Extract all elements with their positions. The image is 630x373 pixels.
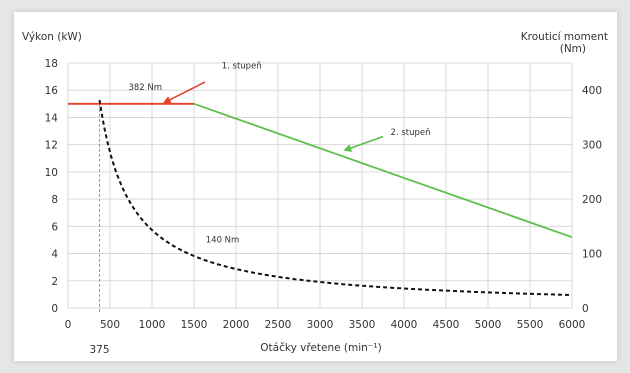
y-left-tick-label: 16 <box>45 85 59 97</box>
y-right-tick-label: 400 <box>582 85 602 97</box>
marker-label: 375 <box>89 344 109 356</box>
y-right-tick-label: 0 <box>582 303 589 315</box>
x-tick-label: 3500 <box>349 319 376 331</box>
y-right-tick-label: 100 <box>582 249 602 261</box>
annotation-label: 1. stupeň <box>222 60 262 71</box>
y-left-tick-label: 0 <box>51 303 58 315</box>
y-right-tick-label: 300 <box>582 140 602 152</box>
y-left-tick-label: 18 <box>45 58 58 70</box>
y-left-tick-label: 10 <box>45 167 58 179</box>
x-tick-label: 6000 <box>559 319 586 331</box>
y-left-tick-label: 4 <box>51 249 58 261</box>
annotation-label: 2. stupeň <box>391 127 431 138</box>
x-tick-label: 500 <box>100 319 120 331</box>
annotation-label: 140 Nm <box>206 236 240 246</box>
y-axis-left-label: Výkon (kW) <box>22 31 82 43</box>
x-tick-label: 4000 <box>391 319 418 331</box>
y-left-tick-label: 2 <box>51 276 58 288</box>
x-tick-label: 5500 <box>517 319 544 331</box>
y-axis-right-label-line1: Krouticí moment <box>521 31 608 43</box>
series-line-1 <box>193 102 573 239</box>
x-tick-label: 2500 <box>265 319 292 331</box>
grid <box>67 62 573 309</box>
chart-frame: 0 500 1000 1500 2000 2500 3000 3500 4000 4500 5000… <box>14 12 617 361</box>
annotation-arrow <box>343 135 384 152</box>
x-tick-label: 4500 <box>433 319 460 331</box>
x-tick-label: 0 <box>65 319 72 331</box>
chart: 0 500 1000 1500 2000 2500 3000 3500 4000 4500 5000… <box>22 31 608 356</box>
x-tick-label: 1500 <box>181 319 208 331</box>
y-right-tick-label: 200 <box>582 194 602 206</box>
y-left-tick-label: 6 <box>51 221 58 233</box>
y-axis-right-label-line2: (Nm) <box>560 43 586 55</box>
y-left-tick-label: 14 <box>45 112 59 124</box>
ticks: 0 500 1000 1500 2000 2500 3000 3500 4000 4500 5000… <box>45 58 602 331</box>
x-tick-label: 2000 <box>223 319 250 331</box>
y-left-tick-label: 8 <box>51 194 58 206</box>
x-tick-label: 5000 <box>475 319 502 331</box>
x-axis-label: Otáčky vřetene (min⁻¹) <box>260 342 381 354</box>
annotation-label: 382 Nm <box>128 83 162 93</box>
x-tick-label: 3000 <box>307 319 334 331</box>
series-line-2 <box>98 99 573 296</box>
x-tick-label: 1000 <box>139 319 166 331</box>
annotations: 1. stupeň 382 Nm 2. stupeň 140 Nm <box>128 60 430 245</box>
y-left-tick-label: 12 <box>45 140 58 152</box>
series <box>68 99 573 312</box>
annotation-arrow <box>162 81 206 104</box>
